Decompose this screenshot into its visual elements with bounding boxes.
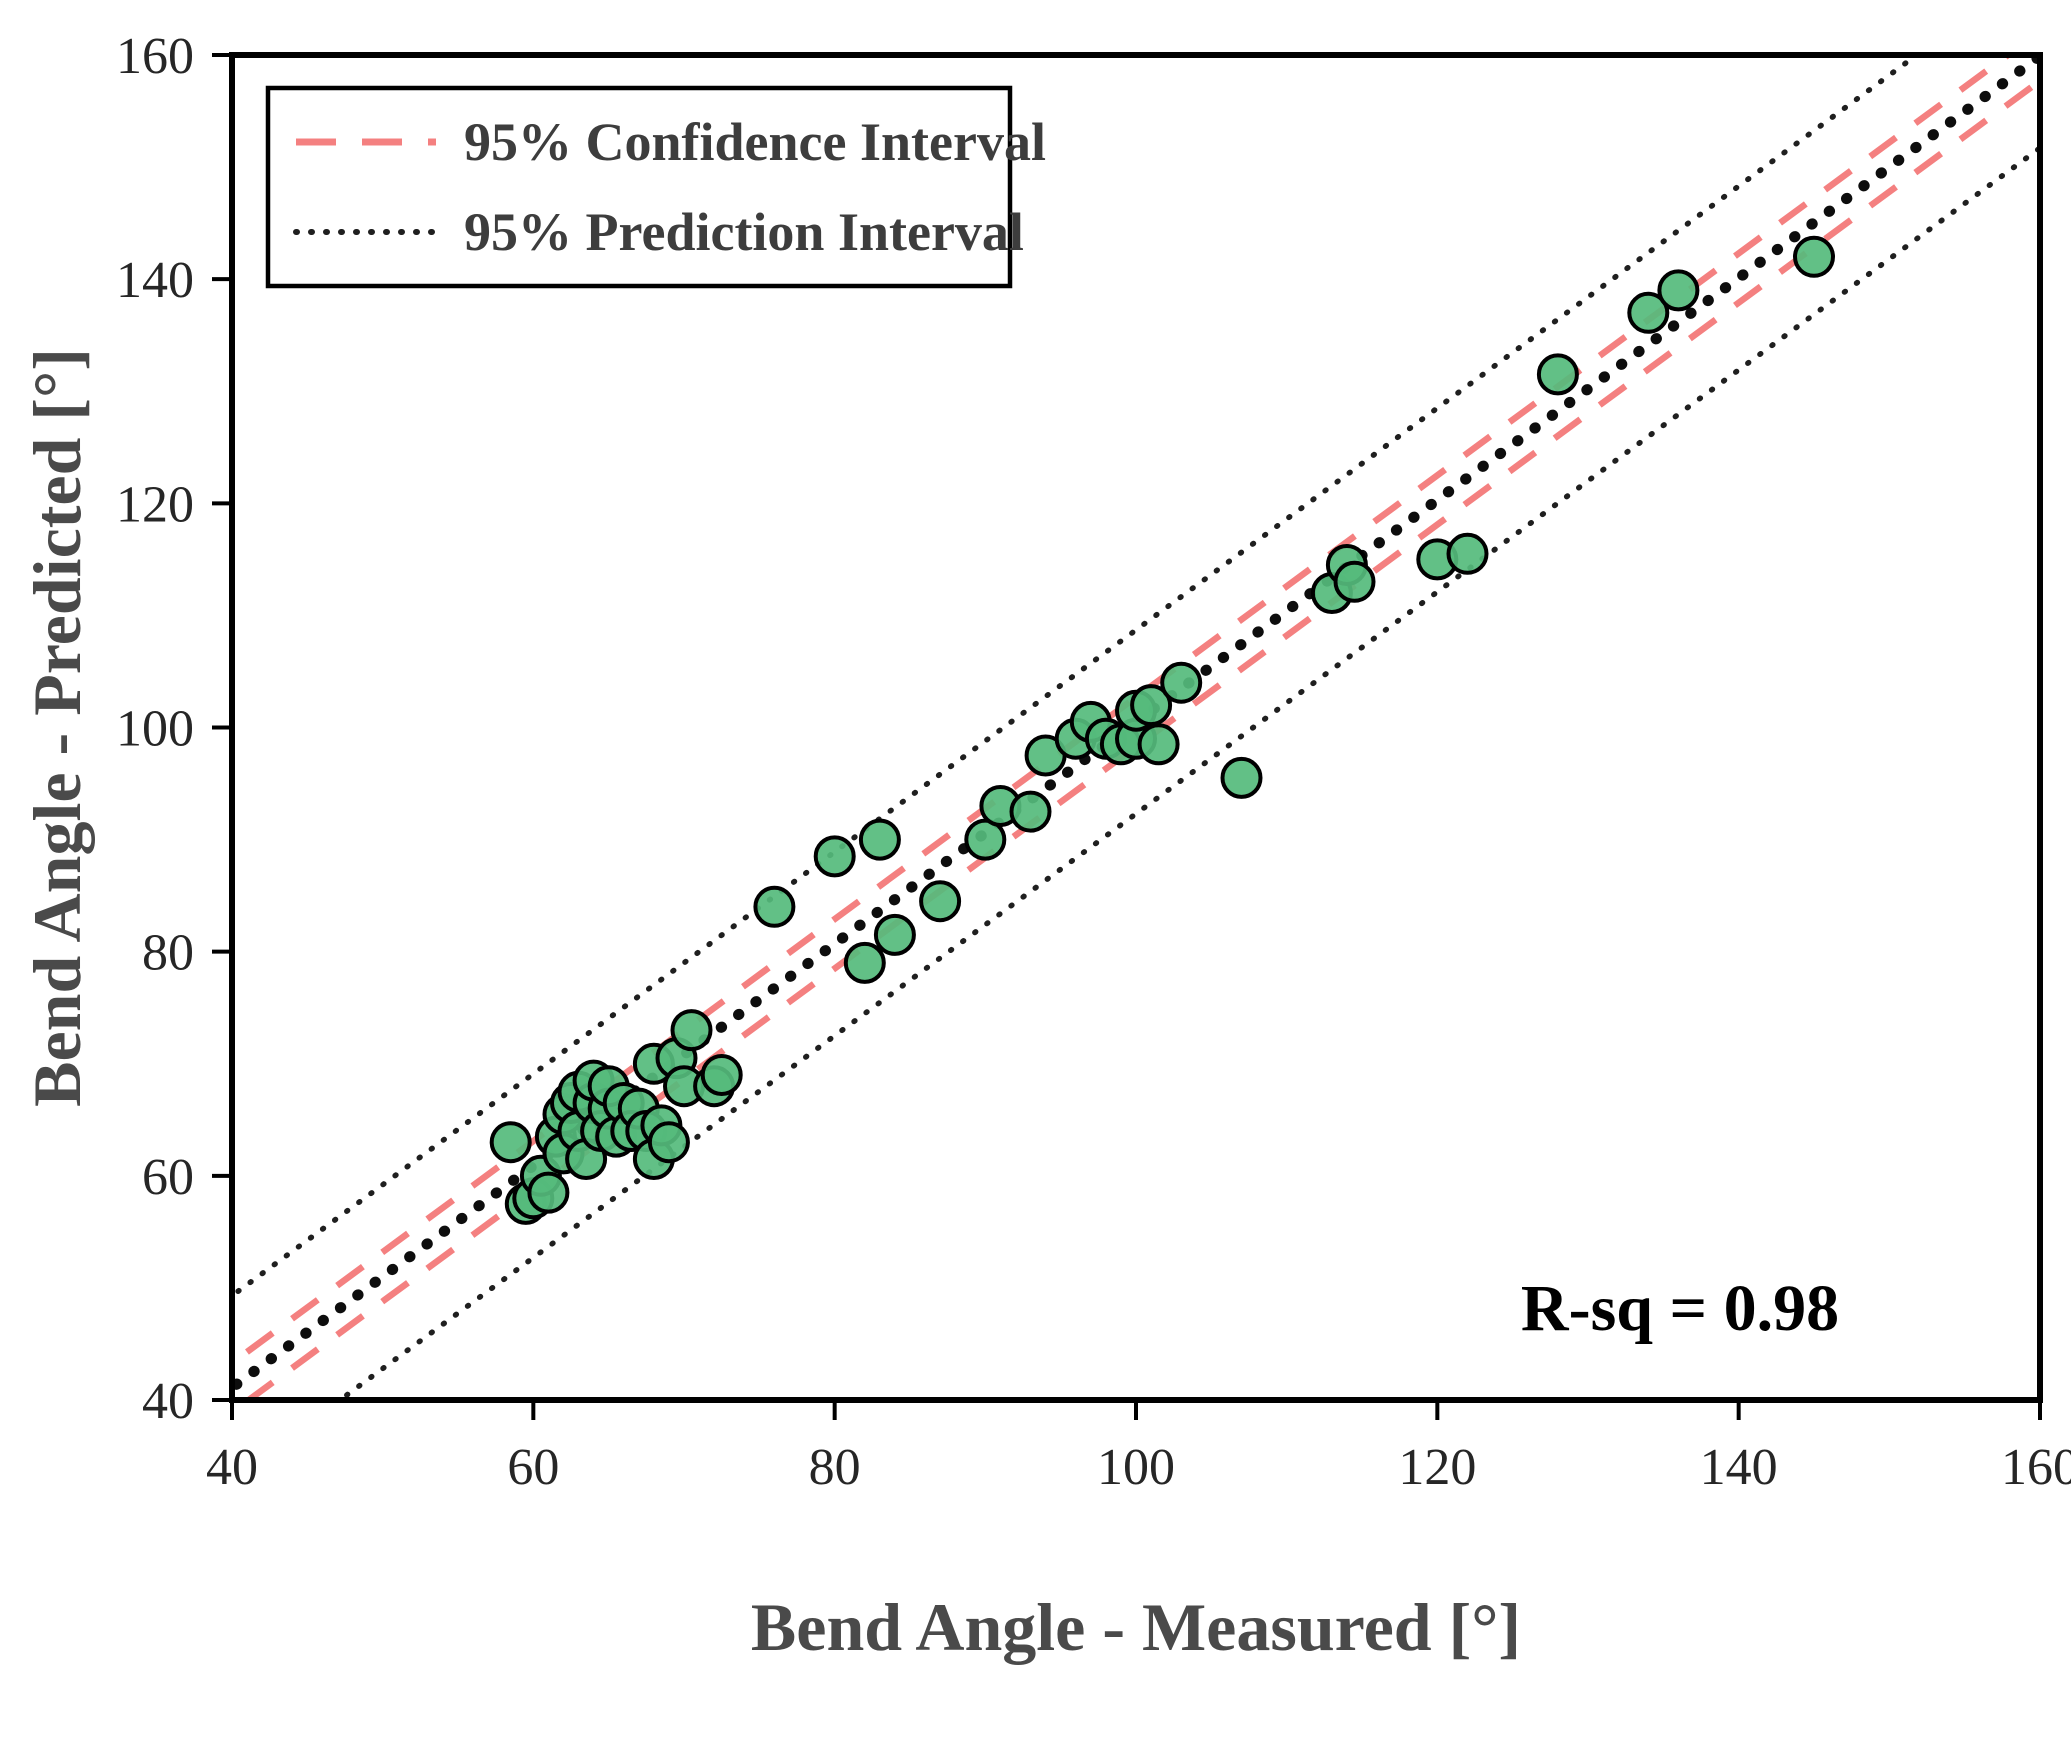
r-squared-annotation: R-sq = 0.98 — [1521, 1272, 1839, 1345]
confidence-interval-upper-line — [232, 55, 2014, 1368]
scatter-point — [489, 1121, 532, 1164]
confidence-interval-lower-line — [243, 76, 2040, 1400]
scatter-point — [1333, 560, 1376, 603]
scatter-point — [1793, 235, 1835, 278]
scatter-point — [1220, 756, 1263, 799]
x-tick-label: 100 — [1097, 1439, 1175, 1496]
scatter-point — [1160, 661, 1203, 704]
prediction-interval-lower-line — [335, 144, 2040, 1400]
scatter-point — [1627, 291, 1670, 334]
y-tick-label: 80 — [142, 925, 194, 982]
x-tick-label: 60 — [507, 1439, 559, 1496]
x-tick-label: 140 — [1700, 1439, 1778, 1496]
scatter-point — [1009, 790, 1052, 833]
x-tick-label: 40 — [206, 1439, 258, 1496]
scatter-point — [1446, 532, 1489, 575]
x-axis-title: Bend Angle - Measured [°] — [751, 1589, 1521, 1665]
plot-border — [229, 52, 2043, 1403]
y-tick-label: 40 — [142, 1373, 194, 1430]
scatter-point — [700, 1054, 743, 1096]
scatter-point — [964, 818, 1007, 861]
scatter-point — [647, 1121, 690, 1164]
scatter-point — [1130, 684, 1173, 727]
scatter-point — [873, 913, 916, 956]
scatter-series — [489, 235, 1835, 1225]
scatter-point — [919, 880, 962, 923]
y-tick-label: 140 — [116, 252, 194, 309]
scatter-point — [843, 941, 886, 984]
x-tick-label: 120 — [1398, 1439, 1476, 1496]
y-tick-label: 160 — [116, 28, 194, 85]
y-tick-label: 120 — [116, 476, 194, 533]
x-tick-label: 80 — [809, 1439, 861, 1496]
scatter-point — [1536, 353, 1579, 396]
scatter-point — [753, 885, 796, 928]
legend-confidence-label: 95% Confidence Interval — [464, 112, 1046, 172]
y-tick-label: 100 — [116, 701, 194, 758]
legend: 95% Confidence Interval 95% Prediction In… — [265, 85, 1046, 289]
y-axis-title: Bend Angle - Predicted [°] — [19, 348, 95, 1107]
prediction-interval-upper-line — [232, 55, 1922, 1300]
scatter-point — [670, 1009, 713, 1052]
y-tick-label: 60 — [142, 1149, 194, 1206]
scatter-point — [1137, 723, 1180, 766]
legend-prediction-label: 95% Prediction Interval — [464, 202, 1024, 262]
scatter-point — [527, 1171, 570, 1214]
legend-box — [265, 85, 1013, 289]
x-tick-label: 160 — [2001, 1439, 2071, 1496]
scatter-point — [1657, 269, 1700, 312]
scatter-point — [858, 818, 901, 861]
scatter-point — [813, 835, 856, 878]
